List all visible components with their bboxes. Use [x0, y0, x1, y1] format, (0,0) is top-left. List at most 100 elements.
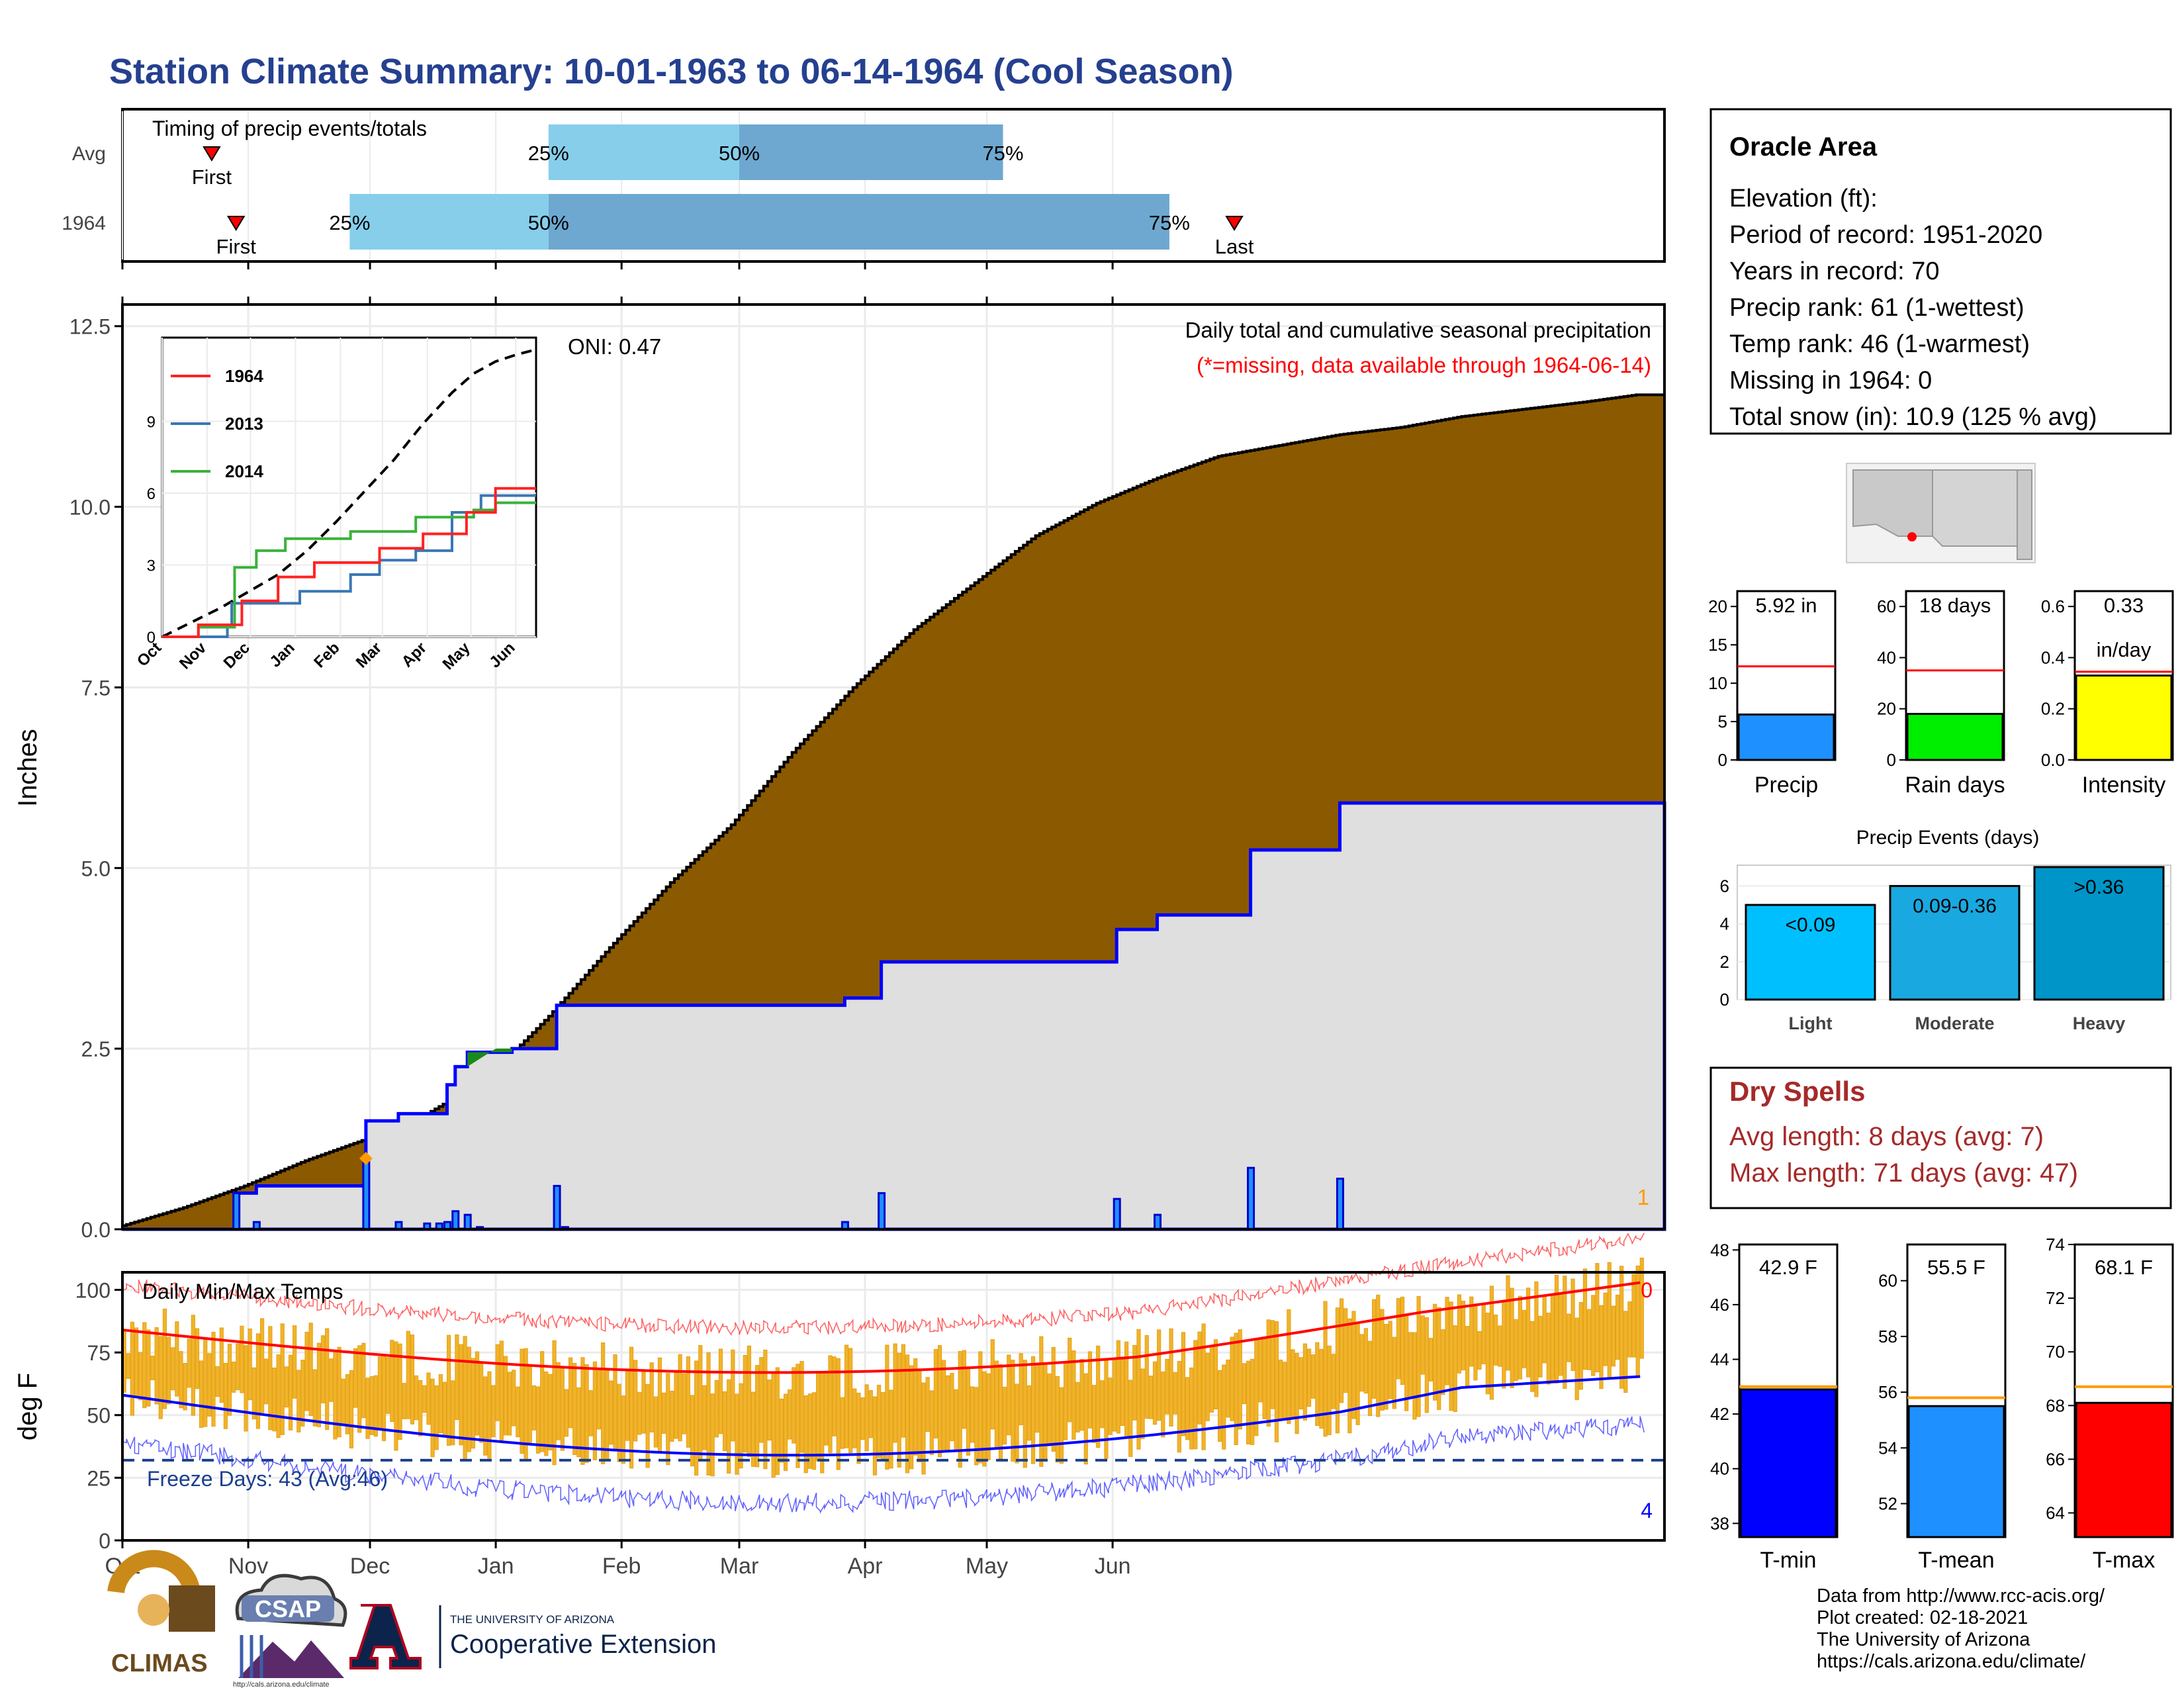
daily-temp-bar — [284, 1366, 289, 1408]
daily-temp-bar — [463, 1336, 467, 1462]
daily-temp-bar — [373, 1375, 378, 1437]
daily-temp-bar — [215, 1366, 220, 1397]
daily-temp-bar — [645, 1383, 650, 1468]
daily-temp-bar — [1064, 1362, 1068, 1440]
temp-mini-t-max: 64 66 68 70 72 74 68.1 F T-max — [2046, 1235, 2174, 1573]
daily-precip-bar — [362, 1156, 371, 1231]
daily-temp-bar — [1534, 1281, 1539, 1397]
daily-temp-bar — [820, 1372, 825, 1474]
daily-temp-bar — [1181, 1332, 1186, 1436]
normal-min-line — [122, 1375, 1641, 1457]
daily-temp-bar — [568, 1357, 573, 1429]
daily-temp-bar — [1116, 1340, 1120, 1434]
temp-mini-value: 55.5 F — [1927, 1256, 1985, 1279]
precip-events-chart: Precip Events (days) 0 2 4 6 <0.09 Light 0.09-… — [1720, 827, 2171, 1033]
mini-chart-intensity: 0.0 0.2 0.4 0.6 0.33 in/day Intensity — [2041, 590, 2174, 798]
daily-temp-bar — [901, 1344, 905, 1438]
daily-temp-bar — [1327, 1345, 1332, 1435]
daily-temp-bar — [844, 1344, 849, 1448]
timing-last-marker — [1225, 216, 1244, 231]
daily-temp-bar — [1100, 1380, 1105, 1429]
temp-mini-tick-label: 64 — [2046, 1503, 2065, 1523]
daily-temp-bar — [1311, 1354, 1316, 1399]
daily-temp-bar — [369, 1376, 374, 1435]
daily-temp-bar — [1205, 1352, 1210, 1421]
daily-temp-bar — [138, 1352, 143, 1401]
daily-temp-bar — [1161, 1371, 1165, 1438]
daily-temp-bar — [1582, 1268, 1588, 1370]
daily-temp-bar — [629, 1346, 634, 1469]
daily-temp-bar — [1437, 1307, 1441, 1411]
daily-temp-bar — [714, 1380, 719, 1438]
daily-temp-bar — [1611, 1305, 1616, 1367]
daily-temp-bar — [763, 1349, 768, 1470]
daily-temp-bar — [1218, 1370, 1222, 1442]
daily-temp-bar — [1554, 1274, 1559, 1383]
daily-temp-bar — [1140, 1368, 1145, 1439]
daily-temp-bar — [1433, 1303, 1437, 1401]
temp-mini-tick-label: 72 — [2046, 1288, 2065, 1308]
main-ytick-label: 5.0 — [81, 857, 111, 880]
daily-temp-bar — [771, 1373, 776, 1478]
temp-mini-tick-label: 42 — [1710, 1404, 1729, 1424]
daily-temp-bar — [1441, 1329, 1445, 1395]
daily-temp-bar — [966, 1368, 971, 1456]
daily-temp-bar — [426, 1372, 431, 1425]
daily-temp-bar — [852, 1388, 857, 1448]
daily-temp-bar — [390, 1340, 394, 1423]
inset-ytick-label: 3 — [147, 557, 156, 575]
daily-temp-bar — [304, 1331, 309, 1411]
daily-temp-bar — [686, 1356, 691, 1448]
daily-temp-bar — [162, 1308, 167, 1409]
daily-temp-bar — [1380, 1309, 1385, 1411]
daily-temp-bar — [422, 1385, 427, 1413]
daily-temp-bar — [296, 1370, 301, 1432]
daily-temp-bar — [974, 1387, 979, 1466]
main-chart-title: Daily total and cumulative seasonal prec… — [1185, 318, 1651, 342]
daily-temp-bar — [1445, 1297, 1449, 1385]
daily-temp-bar — [251, 1367, 256, 1420]
temp-mini-value: 68.1 F — [2095, 1256, 2153, 1279]
daily-temp-bar — [588, 1390, 593, 1436]
daily-temp-bar — [1359, 1334, 1364, 1392]
daily-temp-bar — [950, 1372, 954, 1442]
daily-temp-bar — [1400, 1296, 1405, 1385]
daily-temp-bar — [1457, 1294, 1462, 1374]
daily-precip-bar — [1154, 1213, 1162, 1231]
mini-tick-label: 15 — [1708, 635, 1727, 655]
daily-temp-bar — [1404, 1314, 1409, 1411]
temp-mini-tick-label: 52 — [1878, 1493, 1897, 1513]
daily-temp-bar — [1035, 1364, 1040, 1433]
daily-precip-bar — [553, 1185, 561, 1231]
daily-temp-bar — [856, 1392, 861, 1464]
normal-max-line — [122, 1281, 1641, 1374]
daily-temp-bar — [690, 1395, 695, 1467]
daily-temp-bar — [447, 1335, 451, 1446]
daily-temp-bar — [824, 1373, 829, 1446]
daily-temp-bar — [1473, 1304, 1478, 1381]
daily-temp-bar — [893, 1343, 897, 1443]
daily-temp-bar — [1234, 1333, 1238, 1446]
daily-temp-bar — [998, 1364, 1003, 1460]
daily-temp-bar — [1518, 1295, 1522, 1380]
timing-last-label: Last — [1215, 235, 1254, 258]
daily-temp-bar — [1599, 1305, 1604, 1389]
daily-temp-bar — [316, 1342, 322, 1427]
daily-temp-bar — [1347, 1318, 1352, 1434]
daily-temp-bar — [325, 1328, 330, 1430]
daily-temp-bar — [1238, 1329, 1242, 1430]
main-ytick-label: 10.0 — [69, 496, 111, 520]
daily-temp-bar — [1298, 1357, 1303, 1410]
daily-temp-bar — [1096, 1345, 1101, 1448]
main-ytick-label: 0.0 — [81, 1218, 111, 1242]
daily-temp-bar — [1007, 1354, 1011, 1436]
daily-temp-bar — [548, 1374, 553, 1450]
daily-temp-bar — [1514, 1319, 1518, 1382]
daily-temp-bar — [1144, 1335, 1149, 1419]
daily-temp-bar — [195, 1328, 200, 1389]
events-bar-label: <0.09 — [1786, 914, 1836, 936]
daily-temp-bar — [1075, 1382, 1080, 1432]
daily-temp-bar — [540, 1351, 545, 1452]
daily-temp-bar — [1226, 1359, 1230, 1418]
daily-temp-bar — [499, 1340, 504, 1441]
